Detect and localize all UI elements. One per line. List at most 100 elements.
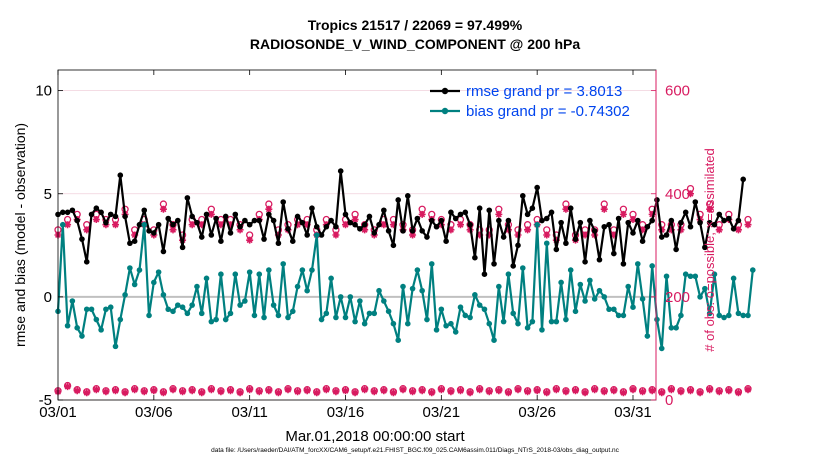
obs-assimilated-point (342, 221, 349, 229)
rmse-point (289, 238, 296, 244)
bias-point (256, 271, 263, 277)
bias-point (366, 310, 373, 317)
bias-point (79, 333, 85, 339)
obs-assimilated-point (409, 231, 417, 239)
bias-point (141, 221, 148, 228)
obs-assimilated-point (389, 221, 397, 229)
rmse-point (697, 219, 703, 226)
obs-assimilated-point (581, 231, 589, 239)
bias-point (266, 267, 272, 273)
obs-assimilated-point (562, 388, 570, 396)
rmse-point (294, 213, 301, 220)
obs-assimilated-point (198, 389, 206, 397)
obs-assimilated-point (102, 388, 110, 396)
bias-point (558, 279, 564, 286)
bias-point (438, 306, 445, 313)
obs-assimilated-point (73, 387, 81, 395)
obs-assimilated-point (447, 388, 455, 396)
rmse-point (261, 236, 267, 242)
legend-rmse-label: rmse grand pr = 3.8013 (466, 83, 622, 100)
rmse-point (438, 217, 445, 224)
bias-point (285, 314, 291, 321)
rmse-point (491, 261, 497, 267)
rmse-point (170, 221, 176, 228)
rmse-point (318, 232, 325, 238)
bias-point (304, 287, 310, 294)
obs-assimilated-point (207, 386, 215, 394)
bias-point (232, 271, 239, 277)
bias-point (218, 271, 224, 277)
rmse-point (639, 238, 646, 244)
rmse-point (357, 226, 363, 232)
obs-assimilated-point (179, 388, 187, 396)
rmse-point (366, 213, 373, 220)
rmse-point (630, 230, 636, 236)
obs-assimilated-point (409, 388, 417, 396)
obs-assimilated-point (466, 389, 474, 397)
bias-point (323, 310, 330, 317)
bias-point (289, 308, 296, 315)
bias-point (582, 298, 588, 304)
y2-tick-label: 200 (665, 289, 690, 306)
bias-point (246, 269, 253, 275)
rmse-point (572, 236, 579, 242)
obs-assimilated-point (380, 387, 388, 395)
obs-assimilated-point (619, 210, 627, 218)
rmse-point (256, 217, 263, 224)
bias-point (194, 283, 200, 290)
rmse-point (266, 211, 272, 218)
bias-point (222, 316, 229, 323)
rmse-point (299, 219, 306, 226)
bias-point (299, 267, 306, 273)
bias-point (83, 306, 90, 313)
bias-point (644, 333, 651, 339)
obs-assimilated-point (600, 205, 608, 213)
rmse-point (342, 211, 349, 218)
rmse-point (361, 221, 368, 228)
bias-point (462, 312, 469, 319)
rmse-point (93, 205, 100, 211)
rmse-point (131, 238, 138, 244)
bias-point (404, 320, 411, 327)
obs-assimilated-point (437, 386, 445, 394)
bias-point (294, 283, 301, 290)
obs-assimilated-point (715, 388, 723, 396)
bias-point (452, 329, 459, 335)
bias-point (591, 296, 598, 302)
obs-assimilated-point (706, 386, 714, 394)
obs-assimilated-point (227, 221, 234, 229)
rmse-point (587, 217, 593, 224)
y2-tick-label: 400 (665, 186, 690, 203)
legend-bias-marker (441, 107, 449, 115)
obs-assimilated-point (591, 386, 599, 394)
bias-point (127, 265, 133, 271)
bias-point (428, 261, 435, 267)
obs-assimilated-point (64, 221, 72, 229)
bias-point (64, 322, 71, 329)
rmse-point (529, 205, 536, 211)
obs-assimilated-point (533, 387, 541, 395)
bias-point (59, 221, 66, 228)
obs-assimilated-point (399, 386, 407, 394)
bias-point (706, 310, 713, 317)
rmse-point (352, 221, 358, 228)
rmse-point (203, 211, 210, 218)
bias-point (433, 327, 440, 333)
obs-assimilated-point (246, 386, 254, 394)
bias-point (716, 312, 723, 319)
bias-point (486, 320, 493, 327)
x-tick-label: 03/31 (614, 404, 652, 421)
obs-assimilated-point (303, 387, 311, 395)
rmse-point (625, 219, 632, 226)
bias-point (98, 327, 104, 333)
rmse-point (328, 217, 334, 224)
bias-point (505, 271, 512, 277)
bias-point (261, 314, 267, 321)
bias-point (721, 314, 727, 321)
bias-point (476, 302, 483, 308)
rmse-point (702, 244, 708, 251)
bias-point (179, 304, 186, 310)
bias-point (146, 312, 152, 319)
obs-assimilated-point (294, 388, 302, 396)
